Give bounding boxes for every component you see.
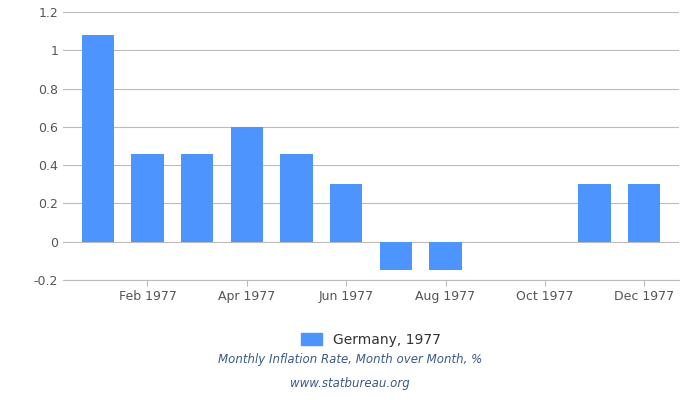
- Bar: [280, 154, 313, 242]
- Bar: [429, 242, 462, 270]
- Legend: Germany, 1977: Germany, 1977: [295, 327, 447, 352]
- Bar: [578, 184, 610, 242]
- Bar: [628, 184, 660, 242]
- Bar: [82, 35, 114, 242]
- Text: www.statbureau.org: www.statbureau.org: [290, 378, 410, 390]
- Bar: [132, 154, 164, 242]
- Bar: [231, 127, 263, 242]
- Bar: [379, 242, 412, 270]
- Bar: [330, 184, 363, 242]
- Text: Monthly Inflation Rate, Month over Month, %: Monthly Inflation Rate, Month over Month…: [218, 354, 482, 366]
- Bar: [181, 154, 214, 242]
